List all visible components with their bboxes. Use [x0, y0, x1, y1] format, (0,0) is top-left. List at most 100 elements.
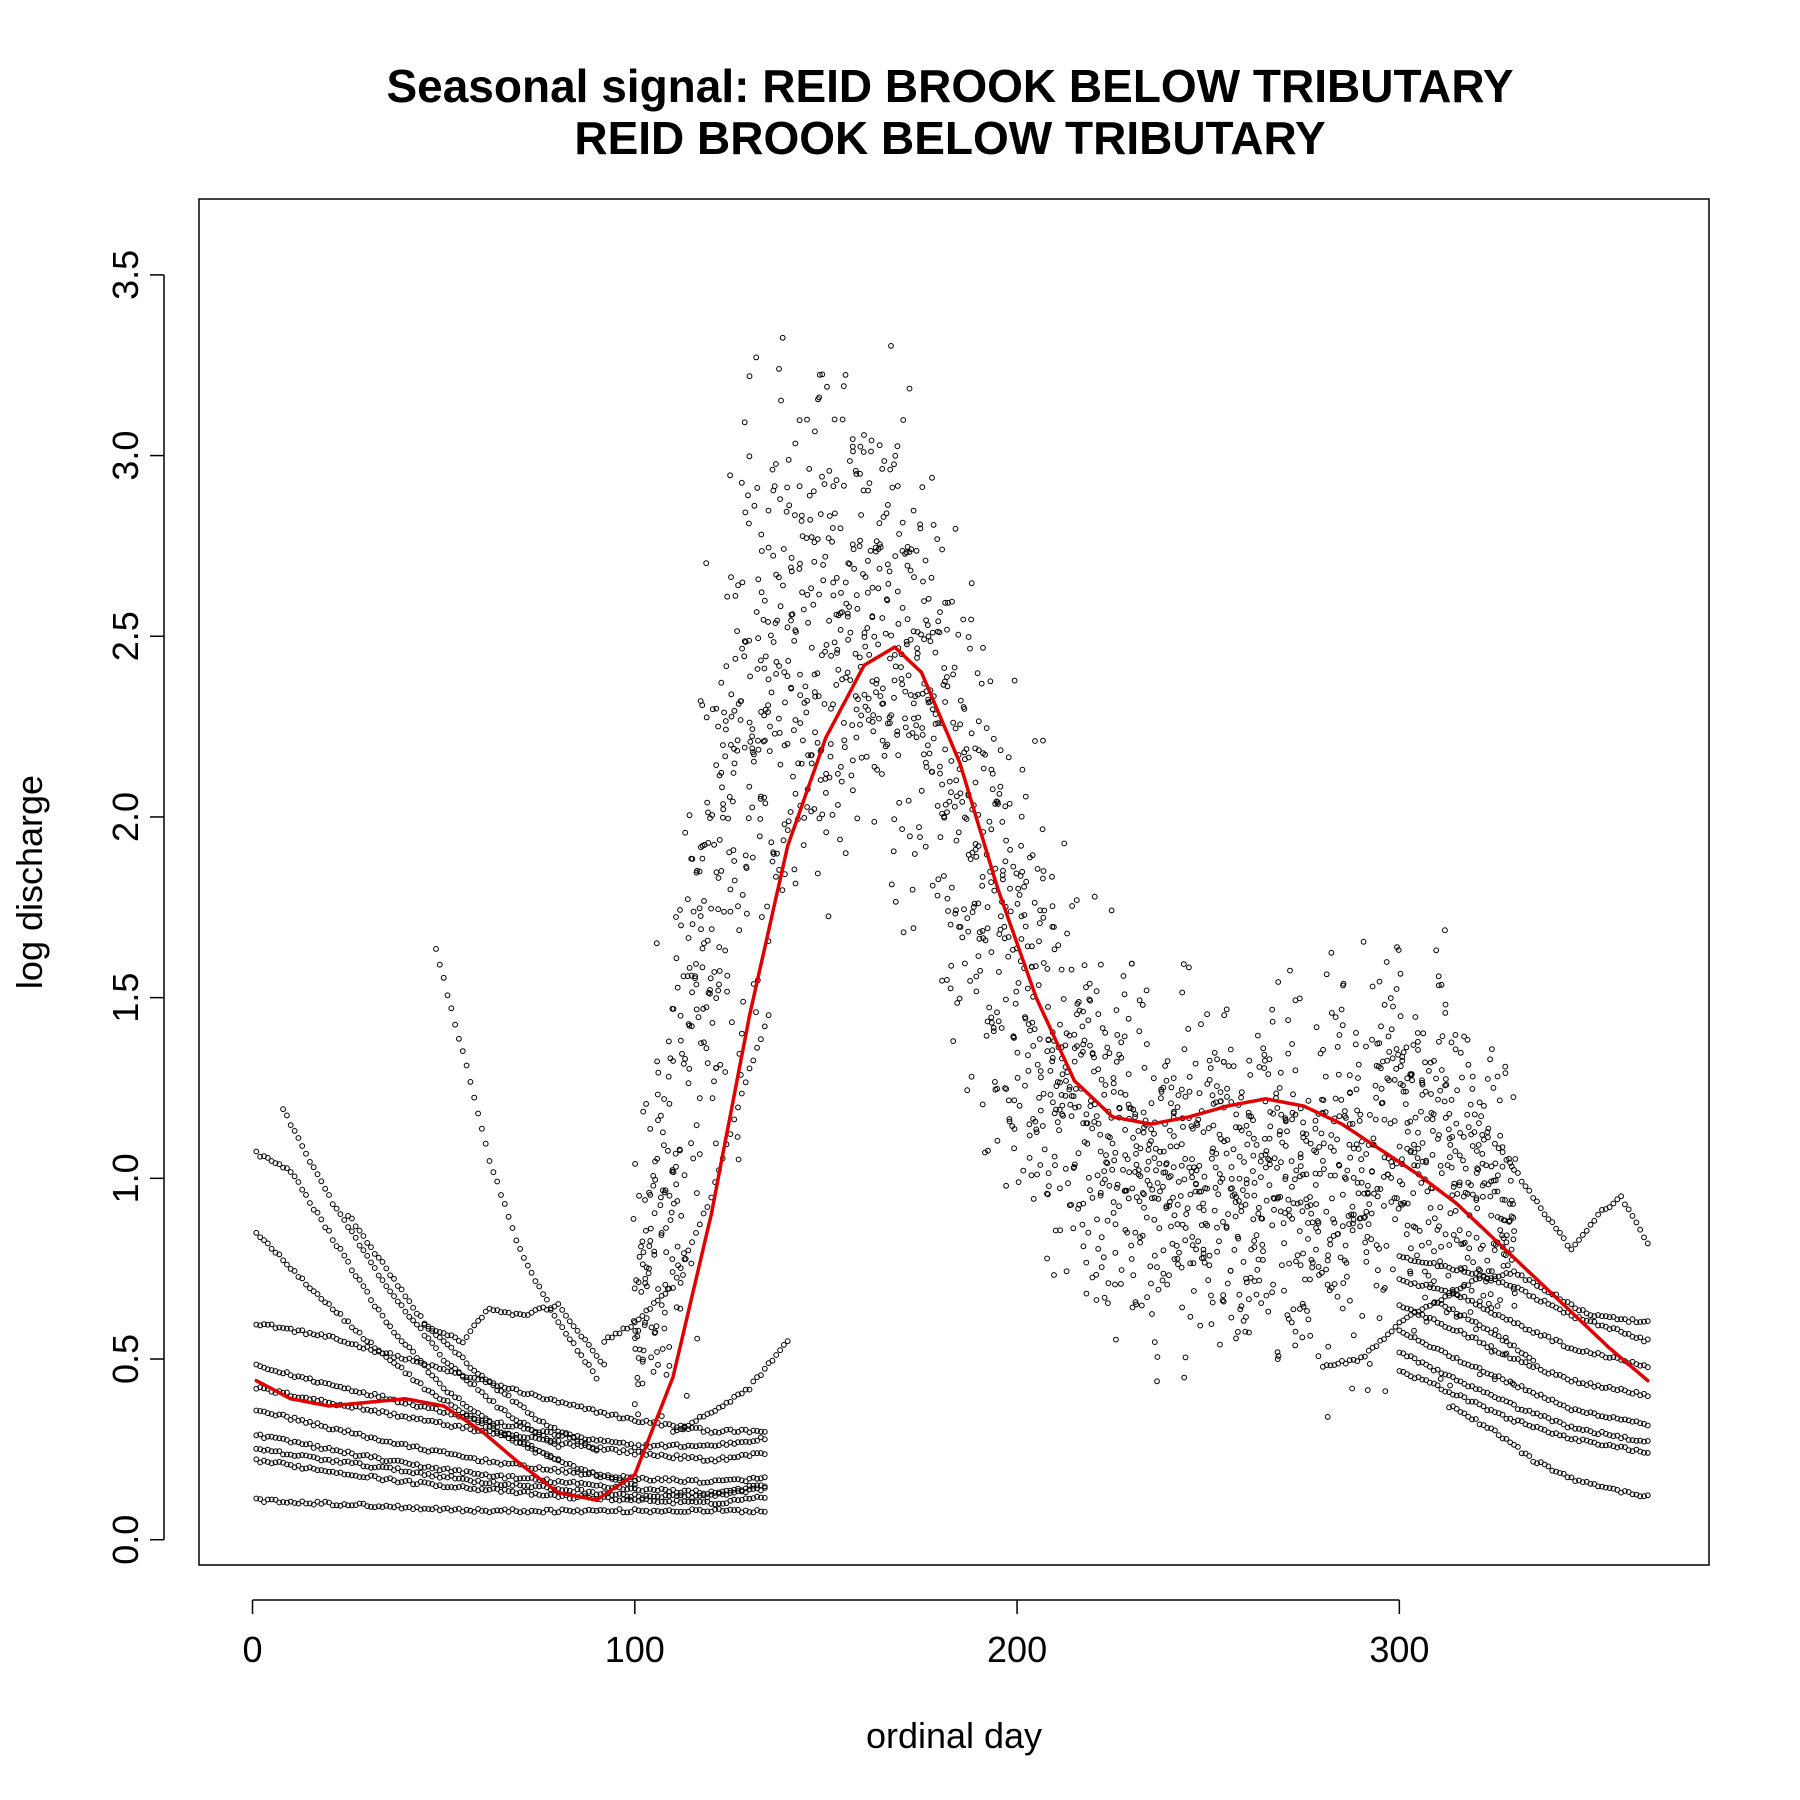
- data-point: [1227, 1046, 1234, 1053]
- data-point: [1250, 1216, 1257, 1223]
- data-point: [1448, 1097, 1455, 1103]
- data-point: [808, 644, 815, 651]
- data-point: [307, 1453, 313, 1460]
- data-point: [1297, 1199, 1304, 1206]
- data-point: [616, 1415, 623, 1422]
- data-point: [1515, 1417, 1521, 1424]
- data-point: [597, 1409, 604, 1415]
- data-point: [790, 773, 796, 780]
- data-point: [1045, 1036, 1052, 1043]
- data-point: [1641, 1438, 1647, 1445]
- data-point: [955, 631, 962, 638]
- data-point: [1258, 1300, 1265, 1306]
- data-point: [1267, 1123, 1274, 1130]
- data-point: [1185, 1026, 1192, 1032]
- data-point: [1046, 1183, 1052, 1189]
- data-point: [769, 1357, 776, 1364]
- x-tick-label: 200: [987, 1629, 1047, 1670]
- data-point: [1240, 1259, 1247, 1265]
- data-point: [1492, 1276, 1498, 1283]
- data-point: [723, 1399, 730, 1406]
- data-point: [1095, 1120, 1102, 1127]
- data-point: [742, 1489, 749, 1496]
- data-point: [1415, 1129, 1421, 1136]
- data-point: [808, 534, 815, 540]
- data-point: [436, 1448, 443, 1455]
- data-point: [628, 1324, 634, 1330]
- data-point: [1518, 1359, 1525, 1366]
- data-point: [1360, 938, 1367, 945]
- data-point: [715, 723, 721, 730]
- data-point: [1112, 1249, 1119, 1256]
- data-point: [371, 1265, 378, 1271]
- data-point: [1018, 813, 1025, 820]
- data-point: [1491, 1247, 1498, 1253]
- data-point: [635, 1419, 642, 1425]
- data-point: [636, 1253, 643, 1260]
- data-point: [1522, 1183, 1529, 1190]
- data-point: [1400, 1350, 1407, 1357]
- data-point: [873, 689, 879, 696]
- data-point: [1315, 1220, 1322, 1226]
- data-point: [761, 1508, 768, 1515]
- data-point: [1181, 1176, 1188, 1183]
- data-point: [1411, 1375, 1418, 1382]
- data-point: [910, 628, 917, 635]
- data-point: [1089, 1274, 1096, 1281]
- data-point: [982, 1149, 988, 1156]
- data-point: [1028, 1172, 1035, 1179]
- data-point: [1469, 1318, 1475, 1324]
- data-point: [1518, 1323, 1525, 1329]
- data-point: [532, 1446, 539, 1453]
- data-point: [1182, 1093, 1189, 1100]
- data-point: [471, 1416, 478, 1423]
- data-point: [879, 737, 886, 744]
- data-point: [1236, 1291, 1243, 1298]
- data-point: [1438, 1297, 1445, 1303]
- data-point: [734, 628, 740, 634]
- data-point: [1011, 677, 1018, 684]
- data-point: [744, 910, 750, 917]
- data-point: [1112, 1281, 1118, 1288]
- data-point: [1497, 1297, 1503, 1303]
- data-point: [1400, 1304, 1407, 1311]
- data-point: [1305, 1097, 1312, 1104]
- data-point: [1472, 1319, 1479, 1325]
- data-point: [968, 1073, 975, 1080]
- data-point: [1371, 1190, 1377, 1197]
- data-point: [1114, 1032, 1121, 1038]
- data-point: [704, 1442, 711, 1448]
- data-point: [688, 1260, 695, 1267]
- data-point: [930, 735, 937, 742]
- data-point: [941, 665, 948, 671]
- data-point: [1230, 1063, 1237, 1069]
- data-point: [731, 877, 738, 884]
- data-point: [1296, 995, 1303, 1002]
- data-point: [601, 1361, 608, 1368]
- data-point: [356, 1276, 363, 1283]
- data-point: [1178, 1141, 1185, 1148]
- data-point: [1431, 1248, 1437, 1255]
- data-point: [849, 722, 856, 729]
- data-point: [1308, 1257, 1315, 1263]
- data-point: [345, 1318, 352, 1325]
- data-point: [1070, 1225, 1077, 1232]
- data-point: [540, 1509, 546, 1516]
- data-point: [1503, 1436, 1510, 1442]
- data-point: [866, 480, 873, 487]
- data-point: [1041, 1146, 1048, 1153]
- data-point: [1400, 1317, 1407, 1324]
- data-point: [1469, 1143, 1476, 1149]
- data-point: [444, 1465, 451, 1472]
- data-point: [721, 908, 727, 915]
- data-point: [658, 1508, 665, 1515]
- data-point: [819, 652, 825, 659]
- data-point: [797, 720, 804, 726]
- data-point: [383, 1438, 390, 1445]
- data-point: [574, 1466, 581, 1472]
- y-tick-label: 1.0: [105, 1153, 146, 1203]
- data-point: [1257, 1158, 1264, 1165]
- data-point: [700, 1499, 707, 1505]
- data-point: [1114, 1181, 1121, 1188]
- data-point: [345, 1213, 352, 1219]
